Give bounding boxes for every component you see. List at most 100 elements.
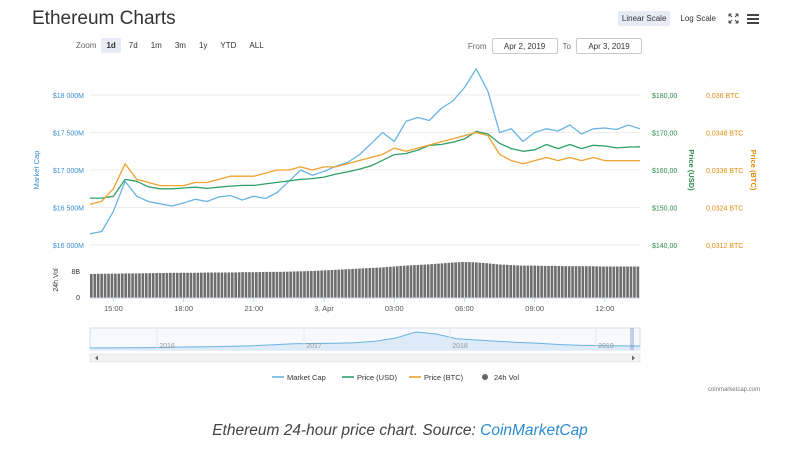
- zoom-all-button[interactable]: ALL: [249, 41, 264, 50]
- volume-bar: [158, 273, 162, 298]
- volume-bar: [186, 272, 189, 298]
- volume-bar: [155, 273, 158, 298]
- volume-bar: [547, 265, 550, 298]
- source-link[interactable]: CoinMarketCap: [480, 422, 588, 439]
- volume-bar: [351, 268, 354, 298]
- volume-bar: [533, 265, 537, 298]
- volume-bar: [430, 264, 433, 298]
- volume-bar: [375, 267, 378, 298]
- volume-bar: [461, 262, 464, 298]
- price-usd-tick-label: $170,00: [652, 131, 677, 138]
- to-date-input[interactable]: [576, 38, 642, 54]
- volume-bar: [368, 268, 372, 298]
- volume-bar: [193, 272, 196, 298]
- price-btc-axis-title: Price (BTC): [749, 150, 758, 191]
- linear-scale-button[interactable]: Linear Scale: [617, 11, 671, 26]
- x-tick-label: 3. Apr: [314, 304, 334, 313]
- volume-bar: [457, 262, 461, 298]
- zoom-1m-button[interactable]: 1m: [150, 41, 162, 50]
- volume-bar: [365, 268, 368, 298]
- volume-bar: [512, 265, 516, 298]
- volume-bar: [234, 272, 238, 298]
- volume-bar: [227, 272, 231, 298]
- navigator-year-label: 2019: [598, 343, 614, 350]
- volume-bar: [306, 271, 310, 298]
- volume-bar: [327, 270, 330, 298]
- volume-bar: [509, 265, 513, 298]
- volume-bar: [554, 265, 557, 298]
- volume-bar: [574, 266, 578, 298]
- volume-bar: [268, 271, 272, 298]
- zoom-1y-button[interactable]: 1y: [198, 41, 208, 50]
- volume-bar: [615, 266, 619, 298]
- volume-bar: [261, 271, 265, 298]
- volume-bar: [378, 267, 382, 298]
- x-tick-label: 03:00: [385, 304, 404, 313]
- volume-bar: [557, 265, 561, 298]
- legend-item-label: Price (USD): [357, 373, 398, 382]
- volume-bar: [340, 269, 344, 298]
- volume-bar: [279, 271, 282, 298]
- volume-bar: [440, 263, 444, 298]
- volume-bar: [299, 271, 303, 298]
- price-usd-axis-title: Price (USD): [687, 149, 696, 191]
- price-usd-tick-label: $140,00: [652, 243, 677, 250]
- navigator-area: [90, 332, 640, 350]
- volume-axis-title: 24h Vol: [53, 268, 60, 292]
- volume-bar: [93, 273, 97, 298]
- expand-icon[interactable]: [726, 12, 740, 26]
- zoom-3m-button[interactable]: 3m: [174, 41, 186, 50]
- volume-bar: [485, 263, 488, 298]
- zoom-1d-button[interactable]: 1d: [101, 38, 121, 53]
- volume-bar: [481, 262, 485, 298]
- zoom-7d-button[interactable]: 7d: [128, 41, 138, 50]
- from-date-input[interactable]: [491, 38, 558, 54]
- zoom-ytd-button[interactable]: YTD: [220, 41, 237, 50]
- volume-bar: [602, 266, 605, 298]
- volume-bar: [595, 266, 598, 298]
- volume-bar: [169, 272, 172, 298]
- volume-bar: [578, 266, 581, 298]
- volume-tick-label: 8B: [71, 269, 80, 276]
- legend-item-label: Market Cap: [287, 373, 326, 382]
- market-cap-tick-label: $16 000M: [53, 243, 84, 250]
- volume-bar: [237, 272, 241, 298]
- log-scale-button[interactable]: Log Scale: [680, 14, 716, 23]
- legend-item-label: Price (BTC): [424, 373, 464, 382]
- navigator-scrollbar: [89, 353, 641, 363]
- scroll-left-icon: [95, 355, 98, 361]
- volume-bar: [454, 262, 458, 298]
- volume-bar: [399, 265, 403, 298]
- volume-bar: [433, 263, 437, 298]
- volume-bar: [141, 273, 145, 298]
- volume-bar: [162, 273, 165, 298]
- volume-bar: [420, 264, 423, 298]
- series-line-price-usd: [90, 130, 641, 199]
- volume-bar: [633, 266, 636, 298]
- hamburger-menu-icon[interactable]: [746, 12, 760, 26]
- volume-bar: [96, 273, 100, 298]
- volume-bar: [505, 264, 509, 298]
- volume-bar: [478, 262, 482, 298]
- volume-bar: [543, 265, 547, 298]
- volume-bar: [282, 271, 286, 298]
- volume-bar: [413, 265, 416, 298]
- volume-bar: [550, 265, 554, 298]
- volume-bar: [220, 272, 224, 298]
- volume-bar: [560, 266, 564, 298]
- to-label: To: [562, 41, 571, 51]
- volume-bar: [416, 264, 420, 298]
- volume-bar: [619, 266, 623, 298]
- volume-bar: [151, 273, 155, 298]
- volume-bar: [210, 272, 213, 298]
- volume-bar: [316, 270, 320, 298]
- zoom-selector: Zoom 1d 7d 1m 3m 1y YTD ALL: [76, 38, 269, 53]
- volume-bar: [492, 263, 495, 298]
- volume-bar: [471, 262, 475, 298]
- volume-bar: [230, 272, 234, 298]
- volume-bar: [495, 264, 499, 298]
- volume-bar: [217, 272, 220, 298]
- volume-bar: [213, 272, 217, 298]
- price-btc-tick-label: 0,0312 BTC: [706, 243, 743, 250]
